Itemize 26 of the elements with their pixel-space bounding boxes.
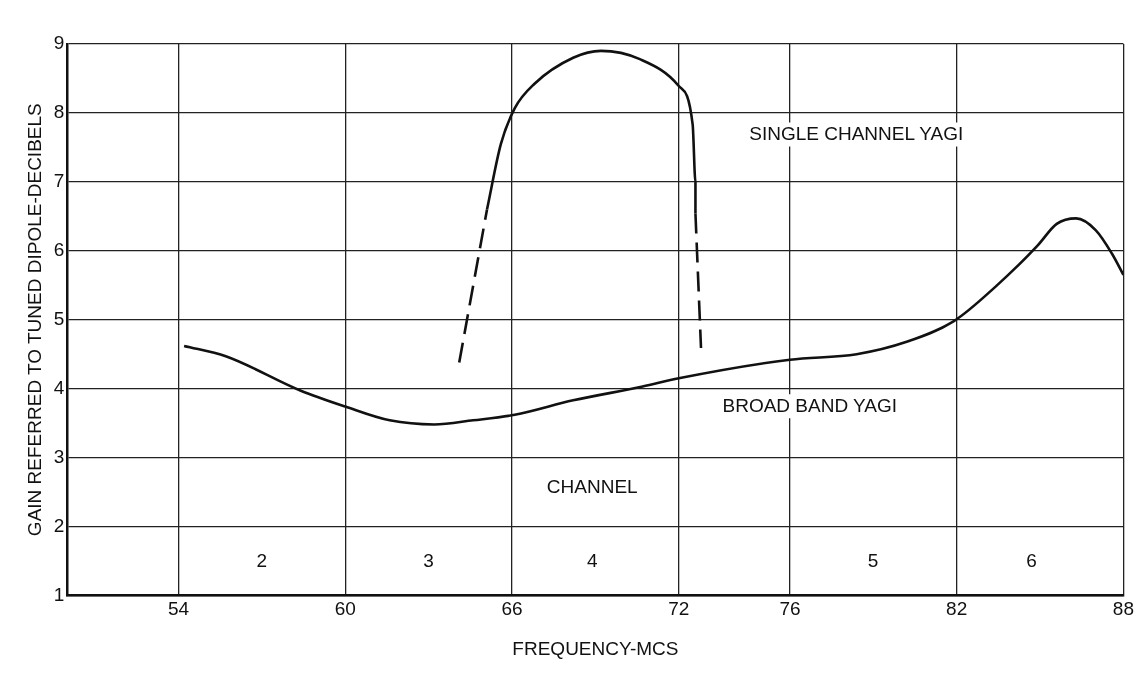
x-tick-label: 82 (946, 598, 968, 620)
y-tick-label: 4 (53, 376, 65, 398)
y-tick-label: 3 (53, 445, 65, 467)
y-tick-label: 9 (53, 32, 65, 54)
y-tick-label: 5 (53, 307, 65, 329)
y-tick-label: 1 (53, 583, 65, 605)
x-axis-title: FREQUENCY-MCS (512, 637, 679, 659)
annotation: 3 (423, 550, 434, 571)
x-tick-label: 76 (779, 598, 801, 620)
x-tick-label: 72 (668, 598, 690, 620)
annotation: 4 (586, 550, 598, 571)
annotation: 5 (867, 550, 879, 571)
annotation: 2 (256, 550, 267, 571)
annotation: BROAD BAND YAGI (722, 394, 898, 416)
y-tick-label: 7 (53, 170, 65, 192)
y-tick-label: 2 (53, 514, 65, 536)
annotation: CHANNEL (546, 475, 638, 497)
x-tick-label: 60 (334, 598, 356, 620)
annotation: 6 (1026, 550, 1037, 571)
annotation: SINGLE CHANNEL YAGI (749, 122, 964, 144)
y-tick-label: 8 (53, 101, 65, 123)
x-tick-label: 88 (1112, 598, 1134, 620)
x-tick-label: 54 (167, 598, 190, 620)
x-tick-label: 66 (501, 598, 523, 620)
y-tick-label: 6 (53, 239, 65, 261)
y-axis-title: GAIN REFERRED TO TUNED DIPOLE-DECIBELS (23, 103, 45, 537)
